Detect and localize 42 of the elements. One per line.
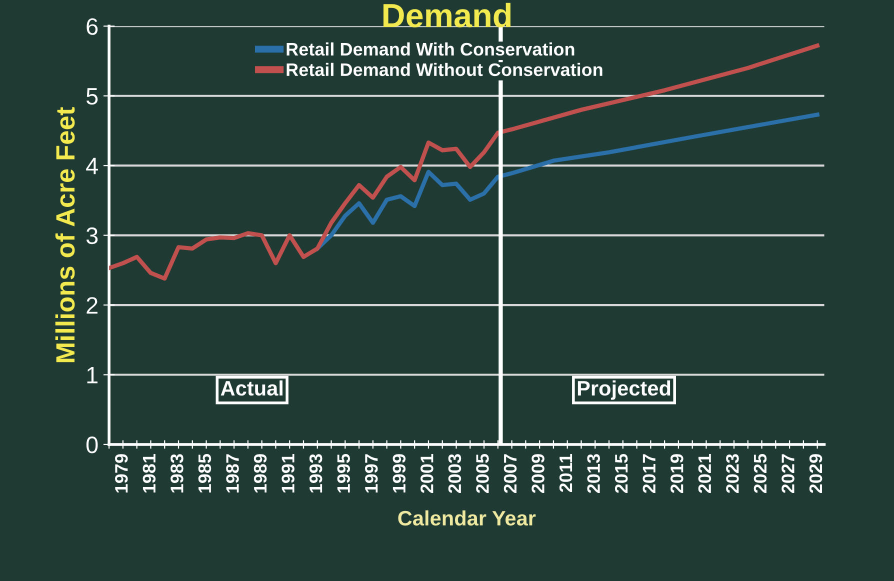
y-tick-label: 2: [86, 297, 98, 314]
legend-label: Retail Demand Without Conservation: [286, 62, 602, 76]
x-tick-label: 2005: [476, 454, 489, 494]
x-axis-title: Calendar Year: [398, 510, 536, 526]
x-tick-label: 1995: [337, 454, 350, 493]
x-tick-label: 1997: [364, 454, 378, 493]
x-tick-label: 2017: [642, 454, 656, 494]
chart-title: Demand: [383, 2, 511, 28]
x-tick-label: 2025: [754, 454, 767, 494]
y-tick-label: 5: [86, 88, 98, 105]
x-tick-label: 1979: [115, 454, 128, 493]
x-tick-label: 2013: [587, 454, 600, 494]
line-series: [109, 44, 820, 281]
y-axis-title: Millions of Acre Feet: [55, 107, 75, 362]
x-tick-label: 1981: [142, 454, 156, 493]
x-tick-label: 2029: [809, 454, 822, 494]
x-tick-label: 2007: [504, 454, 517, 494]
x-tick-label: 2023: [726, 454, 739, 494]
x-tick-label: 2021: [698, 454, 712, 494]
x-tick-label: 1993: [309, 454, 322, 493]
y-tick-label: 6: [86, 18, 98, 35]
y-tick-label: 3: [86, 227, 98, 244]
x-tick-label: 2003: [448, 454, 462, 494]
line-series: [315, 112, 820, 251]
y-tick-label: 4: [86, 158, 98, 174]
x-tick-label: 1991: [282, 454, 294, 493]
x-tick-label: 1987: [226, 454, 239, 493]
x-tick-label: 2019: [670, 454, 684, 494]
x-tick-label: 1985: [198, 454, 212, 493]
x-tick-label: 1983: [170, 454, 184, 493]
x-tick-label: 1999: [392, 454, 406, 493]
y-tick-label: 1: [87, 367, 98, 384]
annotation: Actual: [220, 380, 282, 396]
x-tick-label: 2011: [559, 454, 572, 492]
x-tick-label: 2001: [420, 454, 434, 494]
y-tick-label: 0: [86, 436, 98, 454]
x-tick-label: 2015: [614, 454, 628, 494]
legend-label: Retail Demand With Conservation: [286, 42, 574, 56]
annotation: Projected: [578, 380, 670, 400]
x-tick-label: 1989: [254, 454, 267, 493]
x-tick-label: 2027: [782, 454, 794, 494]
x-tick-label: 2009: [532, 454, 544, 494]
